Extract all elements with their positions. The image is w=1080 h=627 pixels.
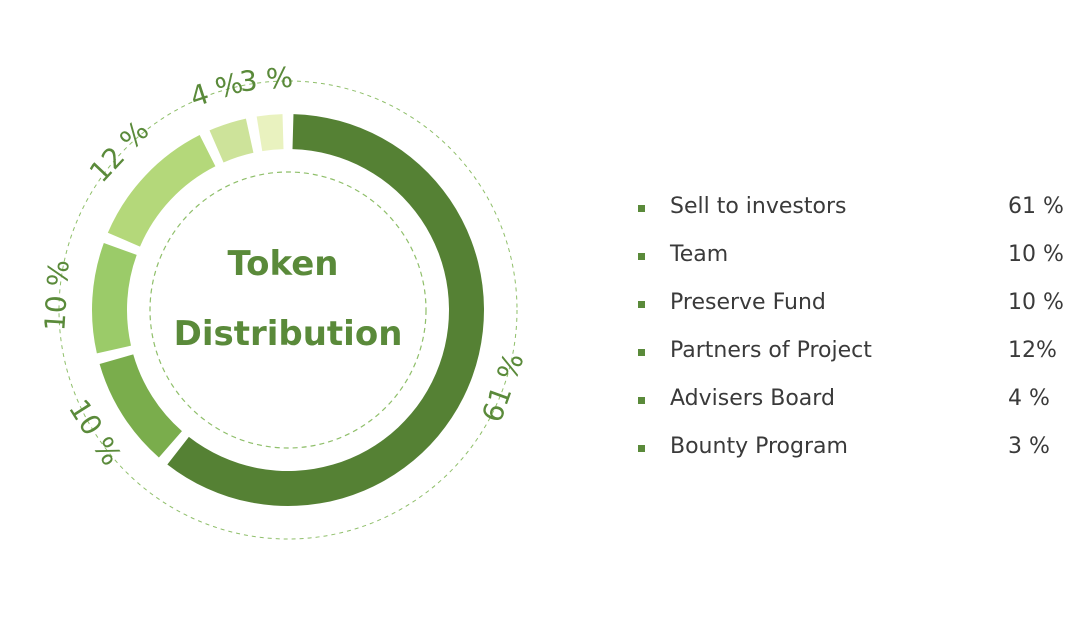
ring-label-bounty-program: 3 % xyxy=(238,61,294,99)
donut-segment-sell-to-investors xyxy=(167,114,484,506)
legend-label: Bounty Program xyxy=(670,434,848,459)
legend-row-partners-of-project: Partners of Project 12% xyxy=(636,332,1076,380)
donut-segment-team xyxy=(99,354,182,458)
ring-label-preserve-fund: 10 % xyxy=(38,259,75,332)
legend-value: 10 % xyxy=(1008,242,1064,267)
center-title-line-1: Token xyxy=(228,244,339,284)
legend-value: 3 % xyxy=(1008,434,1050,459)
inner-dashed-ring xyxy=(149,171,427,449)
legend-bullet-icon xyxy=(638,253,645,260)
legend-row-preserve-fund: Preserve Fund 10 % xyxy=(636,284,1076,332)
ring-label-advisers-board: 4 % xyxy=(186,66,247,114)
legend-label: Preserve Fund xyxy=(670,290,826,315)
legend-bullet-icon xyxy=(638,301,645,308)
donut-segments xyxy=(91,114,484,506)
donut-segment-advisers-board xyxy=(209,118,254,163)
donut-segment-bounty-program xyxy=(256,114,284,152)
donut-segment-partners-of-project xyxy=(107,135,216,247)
legend-row-team: Team 10 % xyxy=(636,236,1076,284)
legend-row-sell-to-investors: Sell to investors 61 % xyxy=(636,188,1076,236)
legend: Sell to investors 61 % Team 10 % Preserv… xyxy=(636,188,1076,476)
legend-label: Team xyxy=(670,242,729,267)
legend-bullet-icon xyxy=(638,445,645,452)
legend-value: 4 % xyxy=(1008,386,1050,411)
legend-value: 12% xyxy=(1008,338,1057,363)
legend-row-bounty-program: Bounty Program 3 % xyxy=(636,428,1076,476)
legend-bullet-icon xyxy=(638,397,645,404)
legend-value: 10 % xyxy=(1008,290,1064,315)
legend-bullet-icon xyxy=(638,349,645,356)
legend-label: Advisers Board xyxy=(670,386,835,411)
outer-dashed-ring xyxy=(58,80,518,540)
token-distribution-donut-chart: 61 %10 %10 %12 %4 %3 % Token Distributio… xyxy=(38,61,531,540)
donut-segment-preserve-fund xyxy=(91,242,137,354)
legend-row-advisers-board: Advisers Board 4 % xyxy=(636,380,1076,428)
legend-bullet-icon xyxy=(638,205,645,212)
ring-label-sell-to-investors: 61 % xyxy=(475,348,530,426)
legend-label: Sell to investors xyxy=(670,194,847,219)
legend-value: 61 % xyxy=(1008,194,1064,219)
center-title-line-2: Distribution xyxy=(174,314,403,354)
legend-label: Partners of Project xyxy=(670,338,872,363)
